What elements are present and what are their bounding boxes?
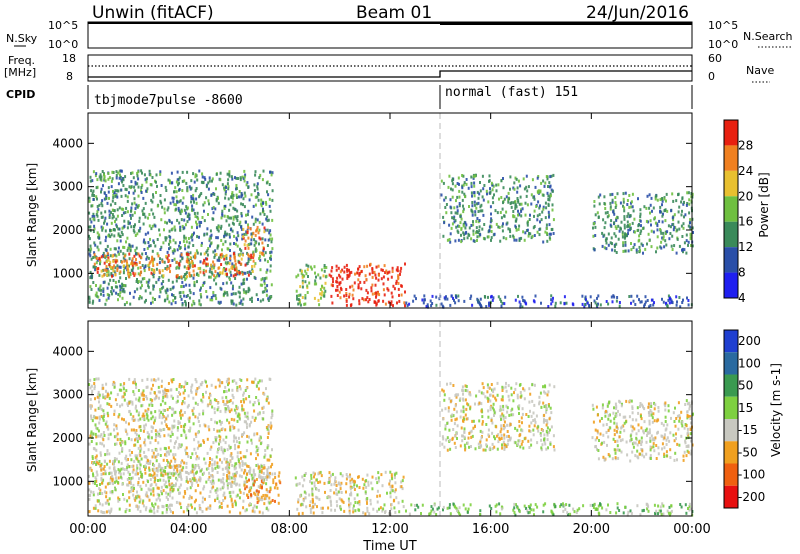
colorbar-swatch <box>724 170 738 197</box>
colorbar-tick: -15 <box>738 423 758 437</box>
power-colorbar-label: Power [dB] <box>757 172 771 237</box>
data-region <box>440 173 555 244</box>
y-tick-label: 1000 <box>52 474 83 488</box>
colorbar-tick: 20 <box>738 189 753 203</box>
velocity-y-ticks: 1000 2000 3000 4000 <box>52 344 692 488</box>
colorbar-tick: 100 <box>738 356 761 370</box>
colorbar-swatch <box>724 196 738 222</box>
data-region <box>295 263 328 307</box>
power-colorbar: 28 24 20 16 12 8 4 <box>723 119 753 305</box>
x-tick-label: 00:00 <box>69 522 106 537</box>
freq-tick-high: 18 <box>62 52 76 65</box>
velocity-heatmap <box>88 377 694 517</box>
colorbar-swatch <box>724 396 738 419</box>
data-region <box>242 225 266 259</box>
y-tick-label: 2000 <box>52 431 83 445</box>
freq-unit: [MHz] <box>4 66 36 79</box>
x-axis-ticks: 00:00 04:00 08:00 12:00 16:00 20:00 00:00 <box>69 113 711 537</box>
nsky-panel: N.Sky 10^5 10^0 10^5 10^0 N.Search <box>6 19 793 51</box>
beam-title: Beam 01 <box>356 3 432 23</box>
cpid-panel: CPID tbjmode7pulse -8600 normal (fast) 1… <box>6 85 693 109</box>
y-tick-label: 3000 <box>52 388 83 402</box>
data-region <box>88 377 274 515</box>
nsearch-tick-high: 10^5 <box>708 19 738 32</box>
data-region <box>405 294 693 309</box>
power-y-label: Slant Range [km] <box>25 163 39 267</box>
colorbar-swatch <box>724 145 738 171</box>
nsky-label: N.Sky <box>6 32 38 45</box>
colorbar-swatch <box>724 441 738 464</box>
nsky-tick-high: 10^5 <box>48 19 78 32</box>
x-axis-label: Time UT <box>362 539 416 554</box>
freq-label: Freq. <box>8 54 35 67</box>
x-tick-label: 00:00 <box>673 522 710 537</box>
colorbar-tick: -100 <box>738 468 765 482</box>
colorbar-swatch <box>724 120 738 146</box>
colorbar-swatch <box>724 272 738 298</box>
colorbar-swatch <box>724 352 738 375</box>
data-region <box>294 470 407 516</box>
nsearch-label: N.Search <box>743 30 793 43</box>
velocity-colorbar: 200 100 50 15 -15 -50 -100 -200 <box>723 329 765 509</box>
data-region <box>93 251 256 279</box>
colorbar-tick: 4 <box>738 291 746 305</box>
data-region <box>592 191 694 255</box>
date-title: 24/Jun/2016 <box>586 3 689 23</box>
x-tick-label: 04:00 <box>170 522 207 537</box>
colorbar-tick: -200 <box>738 490 765 504</box>
data-region <box>591 399 694 463</box>
colorbar-tick: 15 <box>738 401 753 415</box>
velocity-colorbar-label: Velocity [m s-1] <box>769 363 783 457</box>
colorbar-tick: 28 <box>738 138 753 152</box>
velocity-y-label: Slant Range [km] <box>25 368 39 472</box>
colorbar-swatch <box>724 463 738 486</box>
freq-tick-low: 8 <box>66 70 73 83</box>
colorbar-tick: -50 <box>738 445 758 459</box>
velocity-panel: 1000 2000 3000 4000 Slant Range [km] 200 100… <box>25 320 783 517</box>
nave-tick-low: 0 <box>708 70 715 83</box>
colorbar-swatch <box>724 247 738 273</box>
cpid-segment-1: tbjmode7pulse -8600 <box>94 93 243 108</box>
nave-label: Nave <box>746 64 774 77</box>
x-tick-label: 12:00 <box>371 522 408 537</box>
colorbar-swatch <box>724 221 738 248</box>
x-tick-label: 20:00 <box>573 522 610 537</box>
nave-tick-high: 60 <box>708 52 722 65</box>
x-tick-label: 16:00 <box>472 522 509 537</box>
x-tick-label: 08:00 <box>271 522 308 537</box>
y-tick-label: 4000 <box>52 136 83 150</box>
data-region <box>408 502 694 517</box>
cpid-label: CPID <box>6 88 35 101</box>
colorbar-tick: 8 <box>738 266 746 280</box>
colorbar-tick: 12 <box>738 240 753 254</box>
colorbar-tick: 200 <box>738 334 761 348</box>
y-tick-label: 1000 <box>52 266 83 280</box>
colorbar-swatch <box>724 374 738 397</box>
y-tick-label: 4000 <box>52 344 83 358</box>
nsky-tick-low: 10^0 <box>48 38 78 51</box>
data-region <box>328 262 406 308</box>
data-region <box>88 169 274 307</box>
colorbar-swatch <box>724 330 738 353</box>
freq-panel: Freq. [MHz] 18 8 60 0 Nave <box>4 52 774 83</box>
nsearch-tick-low: 10^0 <box>708 38 738 51</box>
colorbar-swatch <box>724 419 738 442</box>
colorbar-tick: 50 <box>738 379 753 393</box>
colorbar-swatch <box>724 485 738 508</box>
colorbar-tick: 24 <box>738 164 753 178</box>
data-region <box>441 381 556 452</box>
power-y-ticks: 1000 2000 3000 4000 <box>52 136 692 280</box>
power-panel: 1000 2000 3000 4000 Slant Range [km] 28 24 20… <box>25 112 771 309</box>
data-region <box>244 464 282 506</box>
power-heatmap <box>88 169 694 309</box>
y-tick-label: 3000 <box>52 180 83 194</box>
colorbar-tick: 16 <box>738 215 753 229</box>
y-tick-label: 2000 <box>52 223 83 237</box>
station-title: Unwin (fitACF) <box>92 3 214 23</box>
cpid-segment-2: normal (fast) 151 <box>445 85 578 100</box>
